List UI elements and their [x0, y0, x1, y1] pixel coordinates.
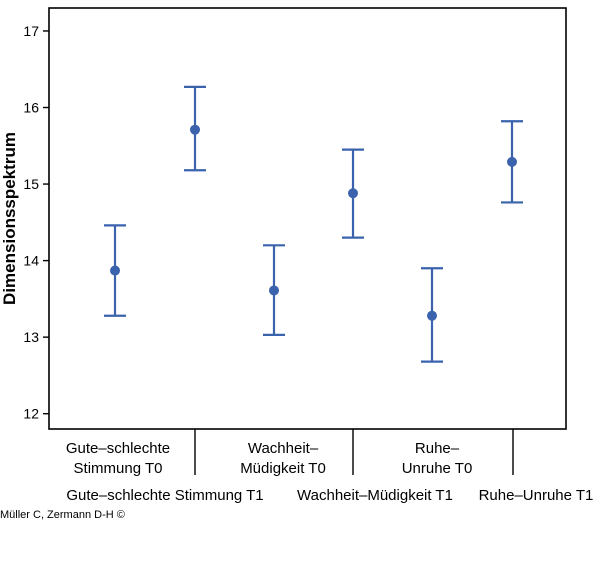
- y-tick-label: 12: [23, 406, 39, 422]
- error-bar-point: [104, 224, 126, 317]
- error-bar-point: [263, 244, 285, 336]
- category-label: Gute–schlechte Stimmung T1: [66, 487, 263, 504]
- plot-area: [48, 7, 567, 430]
- category-label: Wachheit–Müdigkeit T1: [297, 487, 453, 504]
- credit-text: Müller C, Zermann D-H ©: [0, 509, 125, 521]
- y-tick-label: 15: [23, 176, 39, 192]
- category-label: Wachheit– Müdigkeit T0: [240, 440, 326, 477]
- category-label: Ruhe–Unruhe T1: [479, 487, 594, 504]
- error-bar-point: [501, 120, 523, 204]
- error-bar-series: [104, 85, 523, 363]
- error-bar-point: [184, 85, 206, 172]
- mean-point: [269, 285, 279, 296]
- y-axis-ticks: 12 13 14 15 16 17: [23, 23, 49, 422]
- mean-point: [190, 124, 200, 135]
- mean-point: [427, 310, 437, 321]
- mean-point: [348, 188, 358, 199]
- y-tick-label: 13: [23, 329, 39, 345]
- error-bar-point: [342, 148, 364, 239]
- mean-point: [110, 265, 120, 276]
- y-axis-label: Dimensionsspektrum: [0, 132, 19, 305]
- y-tick-label: 17: [23, 23, 39, 39]
- y-tick-label: 16: [23, 100, 39, 116]
- mean-point: [507, 156, 517, 167]
- category-label: Gute–schlechte Stimmung T0: [66, 440, 170, 477]
- category-label: Ruhe– Unruhe T0: [402, 440, 473, 477]
- y-tick-label: 14: [23, 253, 39, 269]
- category-axis: Gute–schlechte Stimmung T0 Gute–schlechte …: [66, 429, 594, 504]
- error-bar-point: [421, 267, 443, 363]
